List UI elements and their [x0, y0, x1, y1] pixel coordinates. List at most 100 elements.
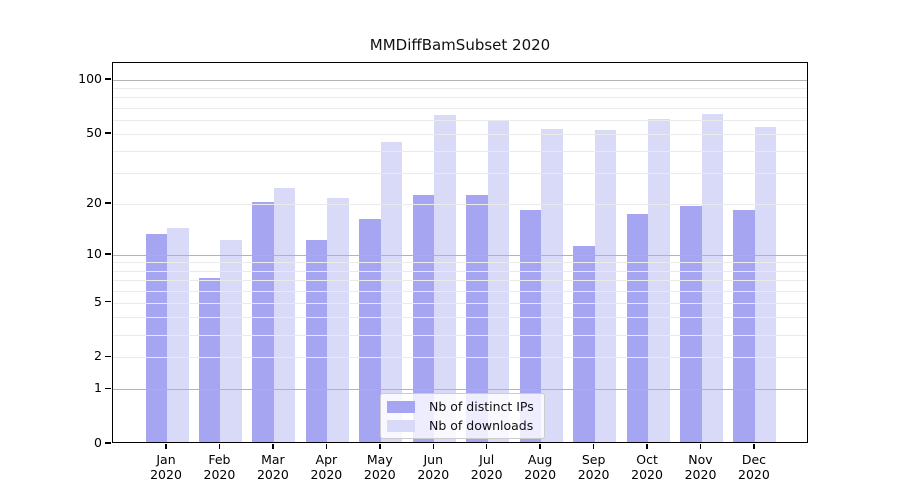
bar-distinct-ips-mar — [252, 201, 274, 442]
gridline-major-1 — [113, 389, 807, 391]
gridline-minor-40 — [113, 151, 807, 153]
x-tick-label-sep: Sep 2020 — [566, 452, 622, 482]
x-tick-mark-sep — [592, 444, 595, 449]
x-tick-month: Mar — [261, 452, 285, 467]
gridline-minor-2 — [113, 357, 807, 359]
gridline-minor-80 — [113, 97, 807, 99]
x-tick-mark-jun — [432, 444, 434, 449]
x-tick-year: 2020 — [363, 466, 396, 482]
x-tick-month: May — [366, 452, 393, 467]
grid-layer — [113, 63, 807, 442]
gridline-minor-9 — [113, 262, 807, 264]
gridline-minor-7 — [113, 279, 807, 281]
bar-distinct-ips-sep — [573, 246, 595, 442]
x-tick-label-mar: Mar 2020 — [245, 452, 301, 482]
bar-distinct-ips-jun — [412, 194, 435, 442]
y-tick-mark-10 — [105, 253, 111, 255]
gridline-minor-3 — [113, 334, 807, 336]
gridline-minor-60 — [113, 119, 807, 121]
bar-downloads-aug — [541, 128, 563, 442]
x-tick-mark-oct — [646, 444, 648, 449]
x-tick-year: 2020 — [577, 466, 610, 482]
gridline-minor-70 — [113, 107, 807, 109]
y-tick-label-10: 10 — [86, 245, 102, 261]
x-tick-month: Jul — [479, 452, 495, 467]
x-tick-label-feb: Feb 2020 — [191, 452, 247, 482]
chart-title: MMDiffBamSubset 2020 — [369, 36, 551, 54]
x-tick-month: Jun — [423, 452, 444, 467]
legend-swatch-downloads — [387, 419, 415, 432]
bar-downloads-may — [380, 141, 403, 442]
x-tick-label-oct: Oct 2020 — [619, 452, 675, 482]
x-tick-label-aug: Aug 2020 — [512, 452, 568, 482]
y-tick-label-100: 100 — [78, 71, 102, 86]
x-tick-mark-feb — [218, 444, 221, 449]
plot-area: Nb of distinct IPs Nb of downloads — [112, 62, 808, 443]
x-tick-year: 2020 — [203, 466, 236, 482]
x-tick-label-jun: Jun 2020 — [405, 452, 461, 482]
x-tick-year: 2020 — [631, 466, 663, 482]
x-tick-year: 2020 — [150, 466, 182, 482]
x-tick-year: 2020 — [684, 466, 717, 482]
legend-item-distinct-ips: Nb of distinct IPs — [387, 399, 534, 414]
gridline-minor-4 — [113, 317, 807, 319]
y-tick-label-2: 2 — [94, 348, 102, 364]
y-tick-label-20: 20 — [86, 194, 102, 210]
bar-downloads-apr — [327, 198, 349, 442]
gridline-minor-5 — [113, 302, 807, 304]
y-tick-label-1: 1 — [94, 380, 102, 396]
x-tick-label-dec: Dec 2020 — [726, 452, 782, 482]
y-tick-mark-5 — [105, 300, 111, 303]
legend: Nb of distinct IPs Nb of downloads — [380, 393, 545, 439]
x-tick-mark-apr — [325, 444, 328, 449]
y-tick-label-50: 50 — [86, 124, 102, 140]
x-tick-mark-jan — [165, 444, 167, 449]
x-tick-year: 2020 — [738, 466, 770, 482]
bar-downloads-mar — [273, 188, 296, 442]
bar-downloads-feb — [220, 239, 242, 442]
y-tick-label-5: 5 — [94, 293, 102, 309]
y-tick-label-0: 0 — [94, 435, 102, 450]
bar-distinct-ips-apr — [305, 239, 328, 442]
x-tick-year: 2020 — [310, 466, 343, 482]
x-tick-label-may: May 2020 — [352, 452, 408, 482]
x-tick-mark-mar — [272, 444, 274, 449]
bar-distinct-ips-may — [359, 218, 381, 442]
bar-downloads-jul — [487, 120, 510, 442]
legend-label-downloads: Nb of downloads — [429, 418, 534, 433]
legend-label-distinct-ips: Nb of distinct IPs — [429, 399, 534, 414]
x-tick-year: 2020 — [417, 466, 450, 482]
bar-distinct-ips-nov — [680, 205, 702, 442]
bar-downloads-nov — [701, 114, 723, 442]
x-tick-month: Aug — [527, 452, 553, 467]
gridline-major-10 — [113, 254, 807, 256]
x-tick-label-apr: Apr 2020 — [298, 452, 354, 482]
y-tick-mark-1 — [105, 387, 111, 390]
x-tick-mark-aug — [539, 444, 541, 449]
y-tick-mark-2 — [105, 355, 111, 358]
x-tick-label-jul: Jul 2020 — [459, 452, 515, 482]
x-tick-year: 2020 — [524, 466, 557, 482]
x-tick-mark-dec — [753, 444, 755, 449]
x-tick-year: 2020 — [470, 466, 503, 482]
bar-distinct-ips-dec — [733, 209, 755, 442]
gridline-minor-6 — [113, 290, 807, 292]
legend-swatch-distinct-ips — [387, 400, 415, 413]
x-tick-month: Apr — [315, 452, 338, 467]
y-tick-mark-0 — [105, 442, 111, 444]
bars-layer — [113, 63, 807, 442]
x-tick-month: Feb — [208, 452, 231, 467]
bar-downloads-jun — [434, 115, 456, 442]
x-tick-label-nov: Nov 2020 — [673, 452, 729, 482]
x-tick-label-jan: Jan 2020 — [138, 452, 194, 482]
x-tick-month: Oct — [636, 452, 658, 467]
bar-downloads-sep — [594, 130, 617, 442]
legend-item-downloads: Nb of downloads — [387, 418, 534, 433]
gridline-minor-30 — [113, 173, 807, 175]
bar-distinct-ips-feb — [198, 278, 221, 442]
x-tick-mark-may — [379, 444, 381, 449]
gridline-minor-20 — [113, 203, 807, 205]
bar-downloads-dec — [754, 127, 777, 442]
x-tick-month: Sep — [581, 452, 606, 467]
